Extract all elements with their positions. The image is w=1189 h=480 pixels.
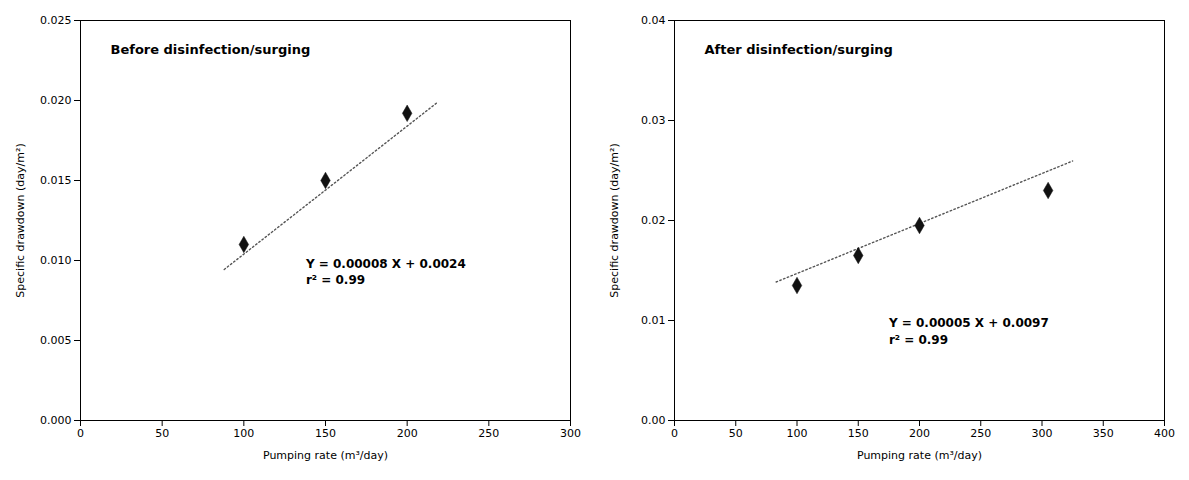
svg-text:50: 50 — [155, 427, 169, 440]
svg-text:0.005: 0.005 — [40, 334, 72, 347]
svg-text:Y = 0.00005 X + 0.0097r² = 0.9: Y = 0.00005 X + 0.0097r² = 0.99 — [888, 316, 1049, 347]
svg-text:200: 200 — [397, 427, 418, 440]
svg-text:0.025: 0.025 — [40, 14, 72, 27]
svg-text:Pumping rate (m³/day): Pumping rate (m³/day) — [857, 449, 982, 462]
svg-text:Specific drawdown (day/m²): Specific drawdown (day/m²) — [608, 143, 621, 297]
svg-text:150: 150 — [315, 427, 336, 440]
svg-text:200: 200 — [909, 427, 930, 440]
svg-text:100: 100 — [787, 427, 808, 440]
svg-text:150: 150 — [848, 427, 869, 440]
svg-text:0.00: 0.00 — [641, 414, 666, 427]
svg-text:0.000: 0.000 — [40, 414, 72, 427]
svg-text:Y = 0.00008 X + 0.0024r² = 0.9: Y = 0.00008 X + 0.0024r² = 0.99 — [305, 257, 466, 288]
svg-text:Specific drawdown (day/m²): Specific drawdown (day/m²) — [14, 143, 27, 297]
svg-text:0.03: 0.03 — [641, 114, 666, 127]
svg-text:0.020: 0.020 — [40, 94, 72, 107]
svg-text:0.01: 0.01 — [641, 314, 666, 327]
svg-text:250: 250 — [478, 427, 499, 440]
svg-text:400: 400 — [1154, 427, 1175, 440]
svg-text:0.02: 0.02 — [641, 214, 666, 227]
svg-text:100: 100 — [233, 427, 254, 440]
svg-text:After disinfection/surging: After disinfection/surging — [705, 42, 893, 57]
svg-text:300: 300 — [1032, 427, 1053, 440]
svg-text:0: 0 — [671, 427, 678, 440]
svg-text:50: 50 — [729, 427, 743, 440]
svg-text:0.015: 0.015 — [40, 174, 72, 187]
svg-text:350: 350 — [1093, 427, 1114, 440]
svg-text:250: 250 — [970, 427, 991, 440]
svg-text:0: 0 — [77, 427, 84, 440]
svg-text:0.010: 0.010 — [40, 254, 72, 267]
svg-text:300: 300 — [560, 427, 581, 440]
svg-text:Pumping rate (m³/day): Pumping rate (m³/day) — [263, 449, 388, 462]
svg-text:0.04: 0.04 — [641, 14, 666, 27]
svg-text:Before disinfection/surging: Before disinfection/surging — [111, 42, 311, 57]
